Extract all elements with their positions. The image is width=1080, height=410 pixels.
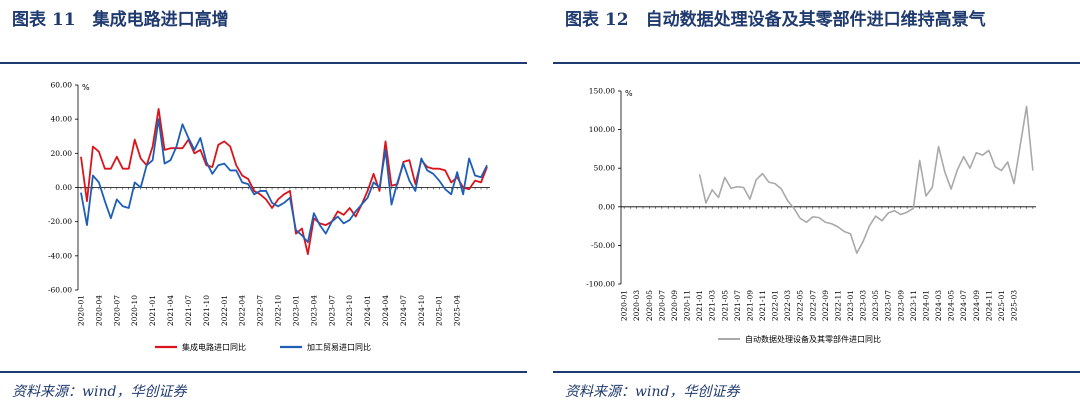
x-tick-label: 2022-01	[220, 295, 229, 326]
y-tick-label: 50.00	[594, 164, 616, 173]
x-tick-label: 2024-04	[381, 295, 390, 326]
y-tick-label: 0.00	[598, 202, 615, 211]
x-tick-label: 2025-01	[997, 290, 1006, 321]
x-tick-label: 2022-07	[256, 295, 265, 326]
y-tick-label: 150.00	[589, 87, 615, 96]
x-tick-label: 2021-05	[720, 290, 729, 321]
x-tick-label: 2022-01	[771, 290, 780, 321]
y-tick-label: 60.00	[51, 81, 73, 90]
x-tick-label: 2023-11	[909, 290, 918, 321]
left-chart: -60.00 -40.00 -20.00 0.00 20.00 40.00 60.00 % 20…	[48, 81, 490, 352]
x-tick-label: 2024-01	[921, 290, 930, 321]
x-tick-label: 2020-09	[670, 290, 679, 321]
x-tick-label: 2024-10	[417, 295, 426, 326]
x-tick-label: 2021-01	[148, 295, 157, 326]
x-tick-label: 2025-04	[453, 295, 462, 326]
x-tick-label: 2021-03	[708, 290, 717, 321]
x-tick-label: 2024-09	[972, 290, 981, 321]
x-tick-label: 2021-07	[733, 290, 742, 321]
x-tick-label: 2023-05	[871, 290, 880, 321]
x-tick-label: 2023-09	[896, 290, 905, 321]
y-tick-label: -20.00	[48, 217, 72, 226]
x-tick-label: 2023-03	[859, 290, 868, 321]
x-tick-label: 2021-10	[202, 295, 211, 326]
x-tick-label: 2023-01	[291, 295, 300, 326]
x-tick-label: 2020-05	[645, 290, 654, 321]
y-tick-label: -60.00	[48, 286, 72, 295]
x-tick-label: 2020-07	[112, 295, 121, 326]
x-tick-label: 2023-07	[884, 290, 893, 321]
x-tick-label: 2024-07	[959, 290, 968, 321]
x-tick-label: 2023-07	[327, 295, 336, 326]
y-unit-label: %	[625, 89, 633, 98]
x-tick-label: 2025-03	[1009, 290, 1018, 321]
legend-label-0: 集成电路进口同比	[182, 342, 246, 352]
y-tick-label: -100.00	[586, 280, 615, 289]
x-tick-label: 2023-01	[846, 290, 855, 321]
legend-label-1: 加工贸易进口同比	[307, 342, 371, 352]
x-tick-label: 2021-11	[758, 290, 767, 321]
x-tick-label: 2022-07	[808, 290, 817, 321]
x-tick-label: 2024-11	[984, 290, 993, 321]
x-tick-label: 2024-01	[363, 295, 372, 326]
y-tick-label: 20.00	[51, 149, 73, 158]
y-tick-label: -40.00	[48, 251, 72, 260]
right-figure-panel: 图表 12 自动数据处理设备及其零部件进口维持高景气 -100.00 -50.00…	[553, 0, 1080, 410]
x-tick-label: 2020-01	[620, 290, 629, 321]
x-tick-label: 2020-07	[657, 290, 666, 321]
y-tick-label: 40.00	[51, 115, 73, 124]
right-chart: -100.00 -50.00 0.00 50.00 100.00 150.00 % 2020-…	[586, 87, 1036, 344]
right-bottom-rule	[553, 371, 1080, 373]
x-tick-label: 2021-07	[184, 295, 193, 326]
x-tick-label: 2021-09	[745, 290, 754, 321]
series-line-1	[80, 118, 488, 244]
y-unit-label: %	[82, 83, 90, 92]
x-tick-label: 2020-10	[130, 295, 139, 326]
y-tick-label: -50.00	[591, 241, 615, 250]
x-tick-label: 2020-04	[94, 295, 103, 326]
left-source-note: 资料来源：wind，华创证券	[12, 384, 187, 400]
x-tick-label: 2021-04	[166, 295, 175, 326]
x-tick-label: 2023-04	[309, 295, 318, 326]
x-tick-label: 2022-04	[238, 295, 247, 326]
right-top-rule	[553, 62, 1080, 64]
y-tick-label: 100.00	[589, 125, 615, 134]
left-figure-panel: 图表 11 集成电路进口高增 -60.00 -40.00 -20.00 0.00 20.…	[0, 0, 527, 410]
legend-label-0: 自动数据处理设备及其零部件进口同比	[745, 334, 881, 344]
x-tick-label: 2022-03	[783, 290, 792, 321]
x-tick-label: 2023-10	[345, 295, 354, 326]
right-figure-title: 图表 12 自动数据处理设备及其零部件进口维持高景气	[565, 10, 986, 30]
left-bottom-rule	[0, 371, 527, 373]
x-tick-label: 2024-05	[947, 290, 956, 321]
x-tick-label: 2022-11	[833, 290, 842, 321]
x-tick-label: 2025-01	[435, 295, 444, 326]
x-tick-label: 2022-05	[796, 290, 805, 321]
x-tick-label: 2020-01	[76, 295, 85, 326]
y-tick-label: 0.00	[55, 183, 72, 192]
right-source-note: 资料来源：wind，华创证券	[565, 384, 740, 400]
x-tick-label: 2021-01	[695, 290, 704, 321]
left-figure-title: 图表 11 集成电路进口高增	[12, 10, 229, 30]
x-tick-label: 2024-03	[934, 290, 943, 321]
x-tick-label: 2020-03	[632, 290, 641, 321]
x-tick-label: 2022-09	[821, 290, 830, 321]
x-tick-label: 2024-07	[399, 295, 408, 326]
x-tick-label: 2022-10	[274, 295, 283, 326]
series-line-0	[698, 105, 1034, 254]
x-tick-label: 2020-11	[683, 290, 692, 321]
left-top-rule	[0, 62, 527, 64]
